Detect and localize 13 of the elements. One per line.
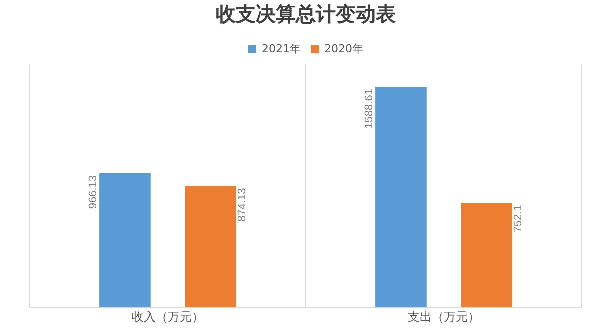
legend-label: 2020年 xyxy=(324,42,364,56)
data-label: 966.13 xyxy=(88,175,100,210)
bar xyxy=(461,203,512,308)
data-label: 874.13 xyxy=(236,188,248,222)
bar xyxy=(185,186,236,308)
bar xyxy=(376,87,427,308)
legend-label: 2021年 xyxy=(262,42,302,56)
data-label: 1588.61 xyxy=(364,89,376,129)
x-tick-label: 收入（万元） xyxy=(132,310,204,324)
data-label: 752.1 xyxy=(512,205,524,233)
bar xyxy=(100,173,151,308)
chart-title: 收支决算总计变动表 xyxy=(216,2,396,26)
x-tick-label: 支出（万元） xyxy=(408,310,480,324)
